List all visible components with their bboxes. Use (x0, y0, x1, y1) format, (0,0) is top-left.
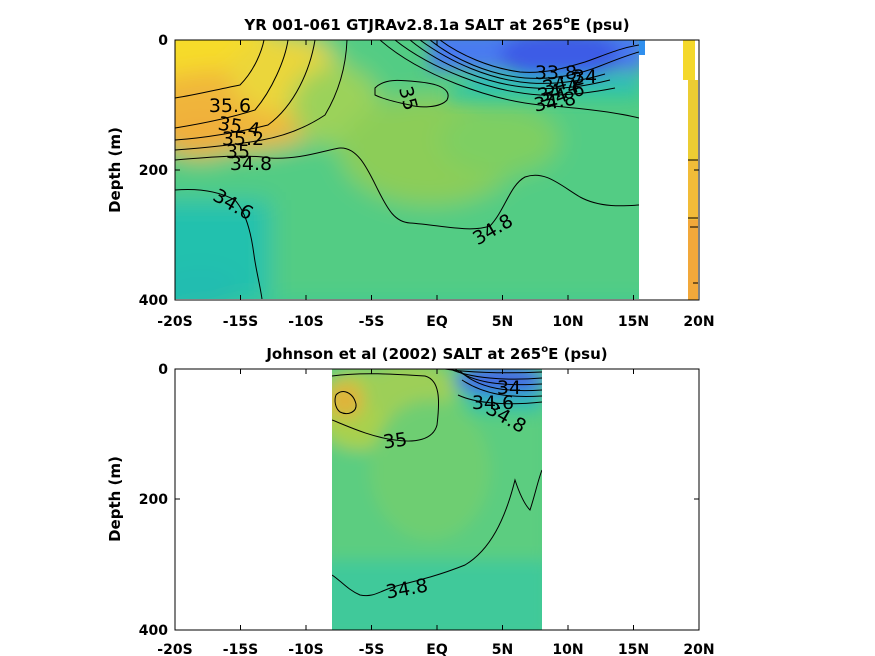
x-tick-label: -20S (157, 314, 192, 330)
x-tick-label: -15S (223, 314, 258, 330)
y-tick-label: 400 (139, 623, 168, 639)
bottom-salinity-field (332, 369, 542, 630)
top-title: YR 001-061 GTJRAv2.8.1a SALT at 265oE (p… (243, 15, 629, 34)
x-tick-label: -5S (359, 642, 385, 656)
x-tick-label: 15N (618, 642, 649, 656)
contour-35-line (332, 373, 439, 442)
x-tick-label: -10S (288, 314, 323, 330)
contour-label: 35 (226, 141, 250, 163)
contour-35.4-line (175, 40, 289, 129)
x-tick-label: EQ (426, 314, 448, 330)
contour-34-line (429, 40, 639, 79)
top-coastal-yellow (683, 40, 695, 80)
bottom-contour-lines (332, 369, 542, 597)
top-y-axis-label: Depth (m) (106, 127, 124, 213)
contour-label: 33.8 (535, 62, 577, 84)
bottom-panel: Johnson et al (2002) SALT at 265oE (psu) (106, 344, 715, 656)
top-panel: YR 001-061 GTJRAv2.8.1a SALT at 265oE (p… (106, 15, 715, 330)
contour-33.8-line (439, 40, 639, 73)
contour-35-inner (374, 79, 449, 108)
x-tick-label: 15N (618, 314, 649, 330)
contour-label: 34 (573, 66, 597, 88)
bottom-x-tick-labels: -20S -15S -10S -5S EQ 5N 10N 15N 20N (157, 642, 714, 656)
contour-34.8-upper-line (379, 40, 639, 119)
bottom-y-axis-label: Depth (m) (106, 456, 124, 542)
x-tick-label: 20N (683, 642, 714, 656)
top-coastal-yellow2 (688, 80, 698, 160)
top-x-tick-labels: -20S -15S -10S -5S EQ 5N 10N 15N 20N (157, 314, 714, 330)
top-salinity-field (175, 40, 639, 299)
contour-34.4-line (409, 40, 611, 89)
contour-label: 35 (382, 428, 409, 453)
x-tick-label: -20S (157, 642, 192, 656)
contour-35-small (334, 391, 357, 415)
contour-label: 35.2 (222, 128, 264, 150)
contour-35.2-line (175, 40, 316, 141)
contour-35.6-line (175, 40, 265, 99)
x-tick-label: EQ (426, 642, 448, 656)
bottom-y-tick-labels: 0 200 400 (139, 362, 168, 639)
top-y-tick-labels: 0 200 400 (139, 33, 168, 309)
top-colorbar-edge-strip (639, 40, 645, 55)
bottom-x-ticks (174, 369, 700, 630)
y-tick-label: 200 (139, 492, 168, 508)
x-tick-label: -10S (288, 642, 323, 656)
contour-34.6-upper-line (394, 40, 616, 96)
contour-34.8-line (332, 469, 542, 597)
top-contour-lines (175, 40, 639, 299)
top-coastal-orange (688, 160, 698, 220)
contour-34.8-line (175, 147, 639, 230)
bottom-title: Johnson et al (2002) SALT at 265oE (psu) (265, 344, 607, 363)
x-tick-label: 5N (492, 314, 513, 330)
contour-label: 34.8 (230, 153, 272, 175)
y-tick-label: 200 (139, 163, 168, 179)
y-tick-label: 0 (158, 33, 168, 49)
x-tick-label: -15S (223, 642, 258, 656)
contour-label: 34.6 (472, 392, 514, 414)
contour-label: 35.6 (209, 95, 251, 117)
top-x-ticks (174, 40, 700, 300)
x-tick-label: -5S (359, 314, 385, 330)
y-tick-label: 400 (139, 293, 168, 309)
contour-label: 34 (497, 377, 521, 399)
y-tick-label: 0 (158, 362, 168, 378)
contour-34.2-line (419, 40, 606, 84)
x-tick-label: 10N (552, 642, 583, 656)
top-coastal-orange2 (688, 220, 698, 300)
contour-34.6-line (175, 189, 263, 299)
x-tick-label: 20N (683, 314, 714, 330)
contour-35-line (175, 40, 348, 151)
x-tick-label: 10N (552, 314, 583, 330)
x-tick-label: 5N (492, 642, 513, 656)
